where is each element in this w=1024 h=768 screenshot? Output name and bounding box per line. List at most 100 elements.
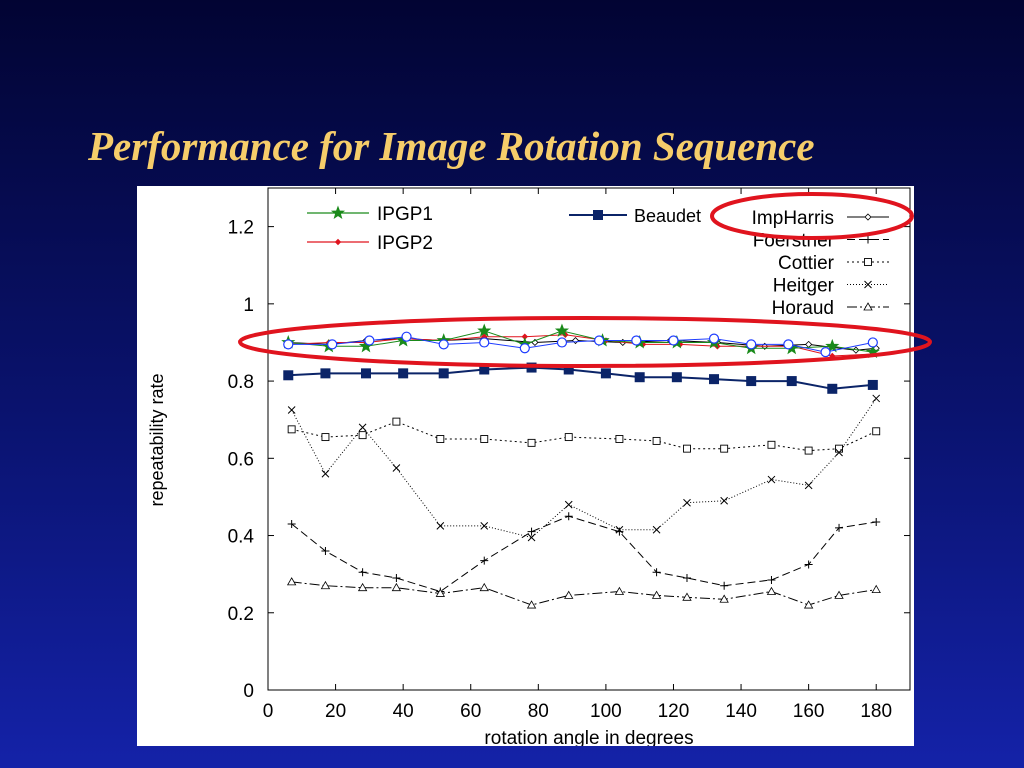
data-point [435,588,446,597]
x-axis-label: rotation angle in degrees [484,728,693,746]
data-point [872,427,881,436]
data-point [438,339,449,350]
data-point [564,512,573,521]
data-point [392,464,401,472]
data-point [436,522,445,530]
series-cottier [287,417,881,455]
data-point [519,343,530,354]
data-point [720,496,729,505]
data-point [358,568,367,577]
data-point [438,368,449,379]
series-heitger [287,394,881,542]
data-point [682,592,692,601]
data-point [564,500,573,509]
data-point [720,581,729,590]
legend-label: Beaudet [634,206,701,226]
data-point [804,481,813,490]
y-tick-label: 0 [243,681,254,702]
data-point [391,582,402,592]
x-tick-label: 20 [325,701,346,722]
data-point [564,590,574,599]
data-point [287,406,296,414]
data-point [615,527,624,536]
data-point [708,333,720,344]
data-point [286,577,297,586]
data-point [835,523,844,532]
data-point [872,518,881,527]
series-line [291,421,877,452]
data-point [805,340,813,348]
legend-entry-beaudet: Beaudet [569,206,701,226]
axis-ticks: 0 20 40 60 80 100 120 140 160 180 0 0.2 0.4 0.6 0.8 1 1.… [228,188,910,722]
data-point [320,580,331,590]
data-point [614,586,625,595]
x-tick-label: 180 [860,701,892,722]
data-point [634,372,645,383]
legends: IPGP1 IPGP2 Beaudet ImpHarrisFoerstnerCotti… [307,204,889,319]
data-point [820,347,831,358]
data-point [872,394,881,403]
data-point [526,600,537,609]
data-point [767,575,776,584]
data-point [835,448,843,457]
data-point [600,368,611,379]
series-line [291,515,877,593]
data-point [283,339,294,350]
repeatability-chart: 0 20 40 60 80 100 120 140 160 180 0 0.2 0.4 0.6 0.8 1 1.… [147,187,911,746]
data-point [720,444,729,453]
legend-entry-ipgp1: IPGP1 [307,204,433,225]
data-point [563,364,574,375]
data-point [871,584,881,594]
y-tick-label: 1 [243,295,254,316]
legend-marker [864,258,872,266]
data-point [615,435,624,443]
data-point [594,335,605,346]
data-point [834,590,844,599]
data-point [480,556,489,565]
data-point [401,331,412,342]
data-point [631,335,642,346]
x-tick-label: 40 [393,701,414,722]
data-point [786,376,797,387]
legend-entry-ipgp2: IPGP2 [307,233,433,254]
series-group [281,323,881,609]
legend-entry-impharris: ImpHarris [752,208,889,229]
data-point [682,574,691,583]
data-point [357,582,368,592]
data-point [320,368,331,379]
data-point [804,446,813,455]
data-point [364,335,375,346]
data-point [615,525,624,534]
slide-title: Performance for Image Rotation Sequence [88,123,815,169]
legend-label: Cottier [778,253,835,274]
legend-marker [864,235,872,244]
data-point [652,525,661,534]
data-point [767,475,776,484]
series-beaudet [283,362,878,394]
data-point [683,444,691,453]
data-point [526,362,537,373]
data-point [527,533,536,542]
data-point [321,433,330,442]
legend-marker [334,238,342,246]
data-point [556,337,568,348]
y-tick-label: 0.2 [228,604,254,625]
data-point [327,339,338,350]
data-point [668,335,679,346]
legend-label: Heitger [773,276,835,297]
data-point [827,383,838,394]
data-point [479,337,490,348]
data-point [436,435,445,443]
legend-entry-heitger: Heitger [773,276,889,297]
data-point [803,600,814,609]
data-point [480,435,489,443]
legend-marker [863,302,873,311]
legend-label: IPGP2 [377,233,433,254]
data-point [287,425,296,434]
x-tick-label: 80 [528,701,549,722]
data-point [671,372,682,383]
data-point [767,440,776,449]
data-point [479,582,489,592]
legend-label: Horaud [772,298,834,319]
data-point [835,444,843,453]
